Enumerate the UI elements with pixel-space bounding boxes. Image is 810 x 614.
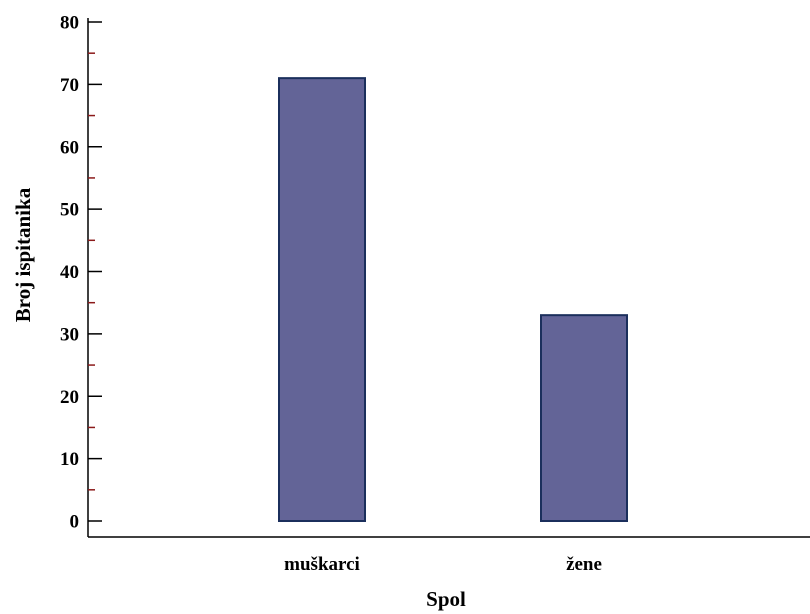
y-tick-label: 60 — [60, 137, 79, 158]
y-tick-label: 0 — [70, 512, 80, 533]
y-tick-label: 50 — [60, 200, 79, 221]
y-tick-label: 70 — [60, 75, 79, 96]
x-axis: muškarci žene — [88, 536, 810, 575]
y-axis-title: Broj ispitanika — [11, 187, 35, 322]
x-tick-label: žene — [566, 554, 602, 575]
y-tick-label: 10 — [60, 449, 79, 470]
y-tick-label: 20 — [60, 387, 79, 408]
x-tick-label: muškarci — [284, 554, 360, 575]
bar-1 — [278, 77, 366, 522]
y-axis: 0 10 20 30 40 50 60 70 80 — [60, 13, 102, 537]
y-tick-label: 80 — [60, 13, 79, 34]
x-axis-title: Spol — [426, 587, 466, 611]
y-tick-label: 40 — [60, 262, 79, 283]
bars — [278, 77, 628, 522]
bar-2 — [540, 314, 628, 522]
y-tick-label: 30 — [60, 324, 79, 345]
